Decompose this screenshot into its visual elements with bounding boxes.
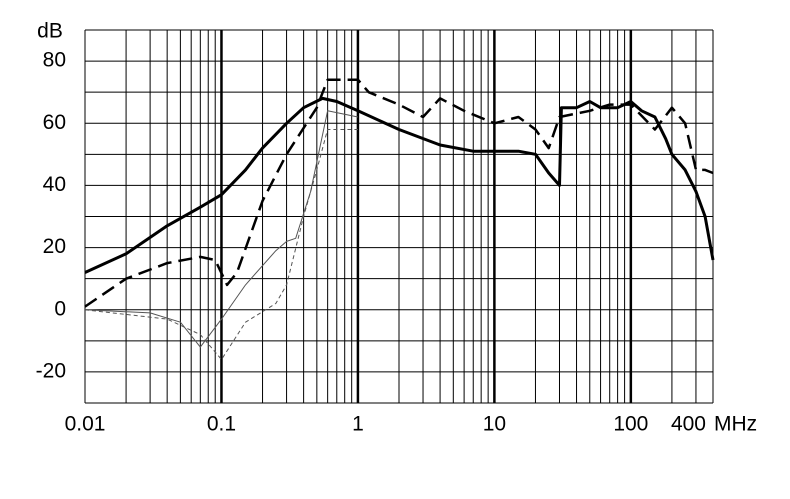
y-tick-label: 40 [43, 173, 66, 196]
x-tick-label: 1 [352, 413, 364, 436]
x-tick-label: 0.1 [207, 413, 236, 436]
x-tick-label: 100 [613, 413, 648, 436]
series-line [84, 78, 714, 308]
x-tick-label: 400 [671, 413, 706, 436]
series-line [84, 110, 359, 348]
y-tick-label: 20 [43, 235, 66, 258]
series-line [84, 96, 715, 274]
x-tick-label: 0.01 [65, 413, 106, 436]
y-tick-label: 0 [54, 297, 66, 320]
y-tick-label: 80 [43, 49, 66, 72]
y-tick-label: -20 [36, 359, 66, 382]
y-tick-label: 60 [43, 111, 66, 134]
x-axis-label: MHz [714, 413, 757, 436]
series-line [84, 129, 358, 360]
x-tick-label: 10 [483, 413, 506, 436]
y-axis-label: dB [37, 20, 63, 43]
